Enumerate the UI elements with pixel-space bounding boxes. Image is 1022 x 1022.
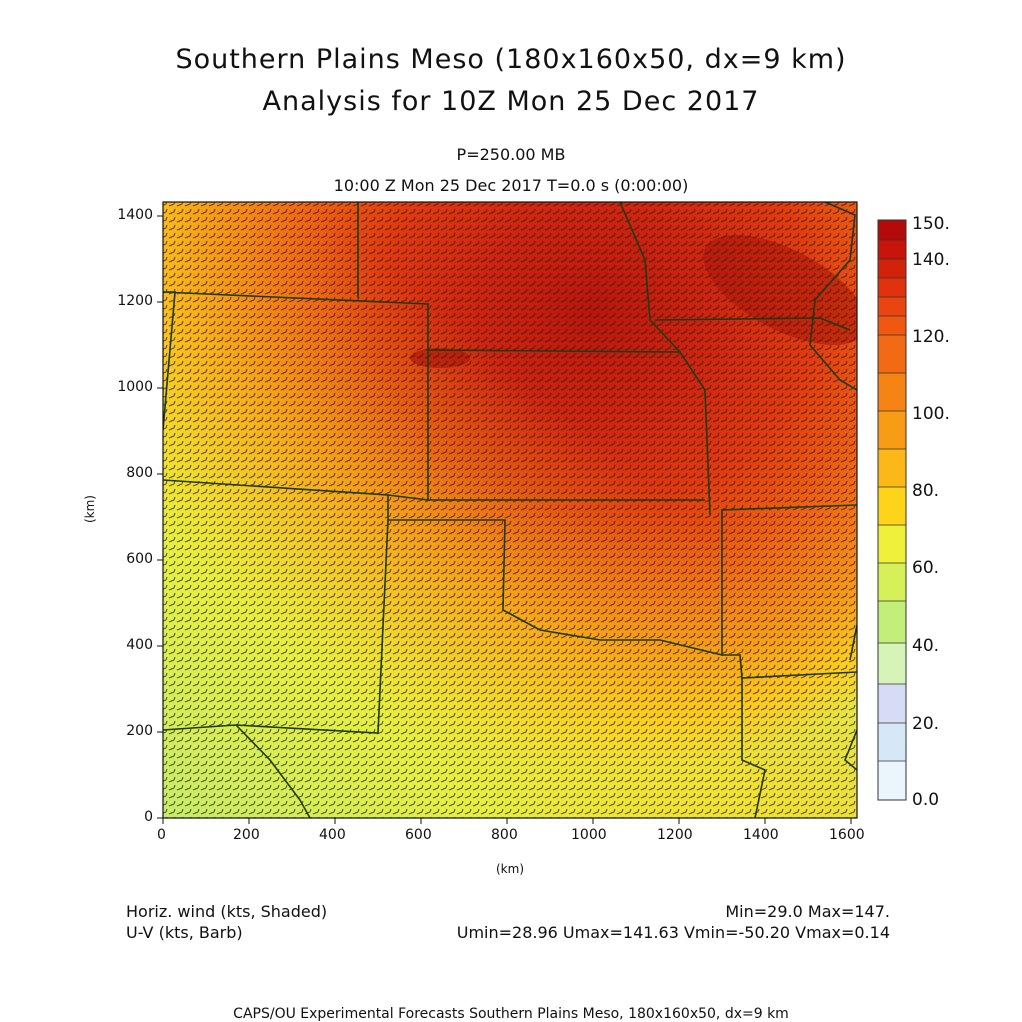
colorbar-swatch — [878, 449, 906, 487]
colorbar-label: 20. — [912, 714, 940, 734]
x-tick-label: 800 — [491, 827, 518, 843]
colorbar-label: 150. — [912, 214, 950, 234]
y-tick-label: 600 — [126, 551, 153, 567]
minmax-stats: Min=29.0 Max=147. — [725, 902, 890, 921]
x-tick-label: 1600 — [829, 827, 865, 843]
y-tick-label: 1200 — [117, 293, 153, 309]
colorbar-swatch — [878, 684, 906, 723]
x-tick-label: 1200 — [657, 827, 693, 843]
colorbar-label: 0.0 — [912, 790, 940, 810]
colorbar-swatch — [878, 278, 906, 297]
x-axis-title: (km) — [496, 862, 525, 876]
footer-credit: CAPS/OU Experimental Forecasts Southern … — [233, 1006, 789, 1022]
x-tick-label: 600 — [405, 827, 432, 843]
colorbar-swatch — [878, 373, 906, 411]
colorbar-swatch — [878, 761, 906, 800]
y-axis-title: (km) — [83, 494, 98, 524]
colorbar-swatch — [878, 723, 906, 761]
field-barb-label: U-V (kts, Barb) — [126, 923, 243, 942]
pressure-level: P=250.00 MB — [456, 145, 566, 164]
colorbar-label: 100. — [912, 404, 950, 424]
x-tick-label: 200 — [233, 827, 260, 843]
colorbar — [877, 219, 907, 801]
colorbar-label: 80. — [912, 481, 940, 501]
uv-stats: Umin=28.96 Umax=141.63 Vmin=-50.20 Vmax=… — [456, 923, 890, 942]
y-tick-label: 1400 — [117, 207, 153, 223]
field-shaded-label: Horiz. wind (kts, Shaded) — [126, 902, 328, 921]
y-tick-label: 200 — [126, 723, 153, 739]
colorbar-swatch — [878, 525, 906, 563]
x-tick-label: 1400 — [743, 827, 779, 843]
state-borders — [163, 202, 857, 818]
colorbar-swatch — [878, 643, 906, 684]
y-tick-label: 1000 — [117, 379, 153, 395]
y-tick-label: 800 — [126, 465, 153, 481]
valid-time: 10:00 Z Mon 25 Dec 2017 T=0.0 s (0:00:00… — [333, 176, 689, 195]
axis-ticks — [157, 215, 852, 824]
colorbar-swatch — [878, 220, 906, 240]
colorbar-swatch — [878, 335, 906, 373]
colorbar-label: 120. — [912, 327, 950, 347]
colorbar-swatch — [878, 563, 906, 601]
y-tick-label: 0 — [144, 809, 153, 825]
colorbar-swatch — [878, 601, 906, 643]
colorbar-label: 60. — [912, 558, 940, 578]
wind-shading — [163, 202, 857, 818]
x-tick-label: 1000 — [571, 827, 607, 843]
y-tick-label: 400 — [126, 637, 153, 653]
colorbar-swatch — [878, 487, 906, 525]
title-line-2: Analysis for 10Z Mon 25 Dec 2017 — [262, 86, 760, 117]
colorbar-label: 40. — [912, 636, 940, 656]
x-tick-label: 400 — [319, 827, 346, 843]
colorbar-swatch — [878, 240, 906, 259]
plot-frame — [162, 201, 858, 819]
colorbar-swatch — [878, 297, 906, 316]
colorbar-swatch — [878, 259, 906, 278]
title-line-1: Southern Plains Meso (180x160x50, dx=9 k… — [175, 44, 847, 75]
colorbar-label: 140. — [912, 250, 950, 270]
colorbar-swatch — [878, 316, 906, 335]
wind-barbs — [163, 202, 857, 818]
x-tick-label: 0 — [157, 827, 166, 843]
colorbar-swatch — [878, 411, 906, 449]
